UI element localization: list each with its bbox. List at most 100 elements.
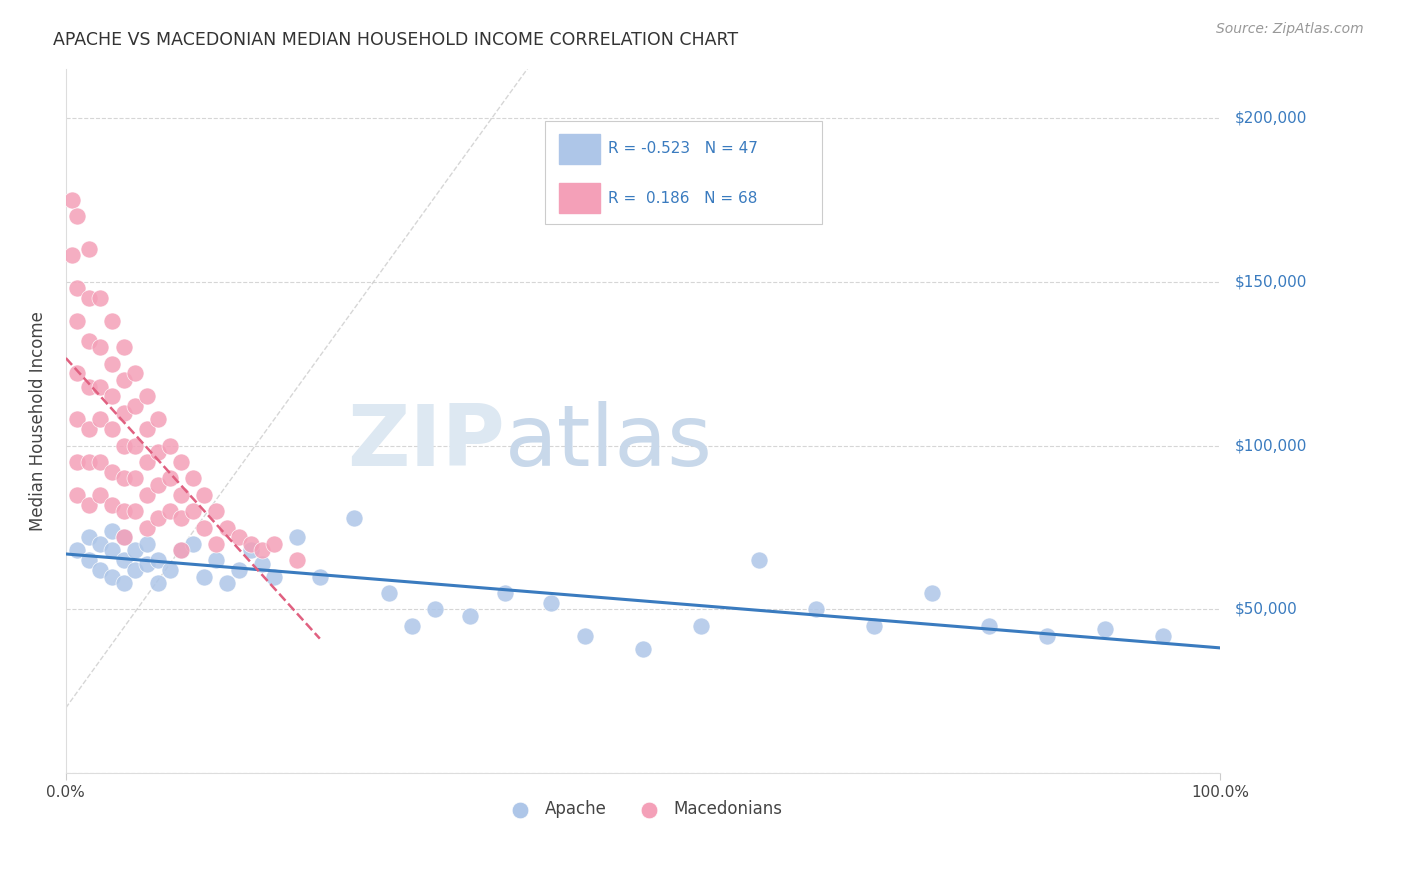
Point	[77, 242, 100, 256]
Point	[135, 537, 157, 551]
Point	[378, 586, 401, 600]
Text: APACHE VS MACEDONIAN MEDIAN HOUSEHOLD INCOME CORRELATION CHART: APACHE VS MACEDONIAN MEDIAN HOUSEHOLD IN…	[53, 31, 738, 49]
Point	[77, 498, 100, 512]
Point	[228, 530, 250, 544]
Text: ZIP: ZIP	[347, 401, 505, 483]
Point	[148, 576, 170, 591]
Point	[806, 602, 828, 616]
Point	[112, 530, 135, 544]
Point	[748, 553, 770, 567]
Point	[101, 524, 124, 538]
Point	[60, 193, 83, 207]
Point	[148, 445, 170, 459]
Point	[89, 563, 111, 577]
Text: $50,000: $50,000	[1234, 602, 1296, 617]
Point	[170, 543, 193, 558]
Point	[217, 520, 239, 534]
Point	[425, 602, 447, 616]
Point	[89, 340, 111, 354]
Point	[112, 406, 135, 420]
Point	[101, 422, 124, 436]
Point	[193, 570, 215, 584]
Point	[689, 619, 711, 633]
Point	[135, 557, 157, 571]
Point	[112, 530, 135, 544]
Point	[159, 563, 181, 577]
Text: atlas: atlas	[505, 401, 713, 483]
Text: $150,000: $150,000	[1234, 274, 1306, 289]
Point	[77, 291, 100, 305]
Point	[285, 553, 308, 567]
Point	[77, 334, 100, 348]
Point	[250, 543, 273, 558]
Point	[66, 314, 89, 328]
Point	[193, 520, 215, 534]
Point	[101, 389, 124, 403]
Point	[205, 553, 228, 567]
Text: $200,000: $200,000	[1234, 111, 1306, 125]
Point	[181, 504, 204, 518]
Point	[112, 439, 135, 453]
Point	[135, 455, 157, 469]
Point	[66, 367, 89, 381]
Point	[124, 504, 146, 518]
Point	[66, 455, 89, 469]
Point	[112, 504, 135, 518]
Point	[863, 619, 886, 633]
Point	[285, 530, 308, 544]
FancyBboxPatch shape	[558, 134, 600, 164]
Point	[77, 553, 100, 567]
Point	[66, 209, 89, 223]
Point	[148, 553, 170, 567]
Point	[170, 543, 193, 558]
Point	[66, 412, 89, 426]
Point	[89, 379, 111, 393]
Point	[148, 478, 170, 492]
Text: $100,000: $100,000	[1234, 438, 1306, 453]
Point	[77, 455, 100, 469]
Point	[112, 471, 135, 485]
Point	[89, 455, 111, 469]
Point	[124, 439, 146, 453]
Point	[101, 570, 124, 584]
Point	[112, 576, 135, 591]
Point	[124, 367, 146, 381]
Point	[239, 537, 262, 551]
Text: R =  0.186   N = 68: R = 0.186 N = 68	[609, 191, 758, 206]
Point	[631, 641, 654, 656]
Point	[101, 357, 124, 371]
Point	[135, 520, 157, 534]
Point	[205, 504, 228, 518]
Point	[979, 619, 1001, 633]
Point	[66, 543, 89, 558]
Point	[181, 537, 204, 551]
Text: Source: ZipAtlas.com: Source: ZipAtlas.com	[1216, 22, 1364, 37]
Point	[159, 471, 181, 485]
Point	[458, 609, 481, 624]
FancyBboxPatch shape	[546, 121, 823, 224]
Point	[101, 543, 124, 558]
Point	[112, 373, 135, 387]
Point	[89, 412, 111, 426]
Legend: Apache, Macedonians: Apache, Macedonians	[496, 794, 789, 825]
Point	[66, 488, 89, 502]
Point	[250, 557, 273, 571]
Point	[1152, 629, 1174, 643]
Point	[89, 488, 111, 502]
Text: R = -0.523   N = 47: R = -0.523 N = 47	[609, 141, 758, 156]
FancyBboxPatch shape	[558, 184, 600, 213]
Point	[170, 455, 193, 469]
Point	[228, 563, 250, 577]
Point	[77, 379, 100, 393]
Point	[124, 399, 146, 413]
Point	[124, 563, 146, 577]
Point	[308, 570, 330, 584]
Point	[124, 543, 146, 558]
Point	[181, 471, 204, 485]
Point	[205, 537, 228, 551]
Y-axis label: Median Household Income: Median Household Income	[30, 311, 46, 531]
Point	[124, 471, 146, 485]
Point	[89, 291, 111, 305]
Point	[135, 422, 157, 436]
Point	[112, 340, 135, 354]
